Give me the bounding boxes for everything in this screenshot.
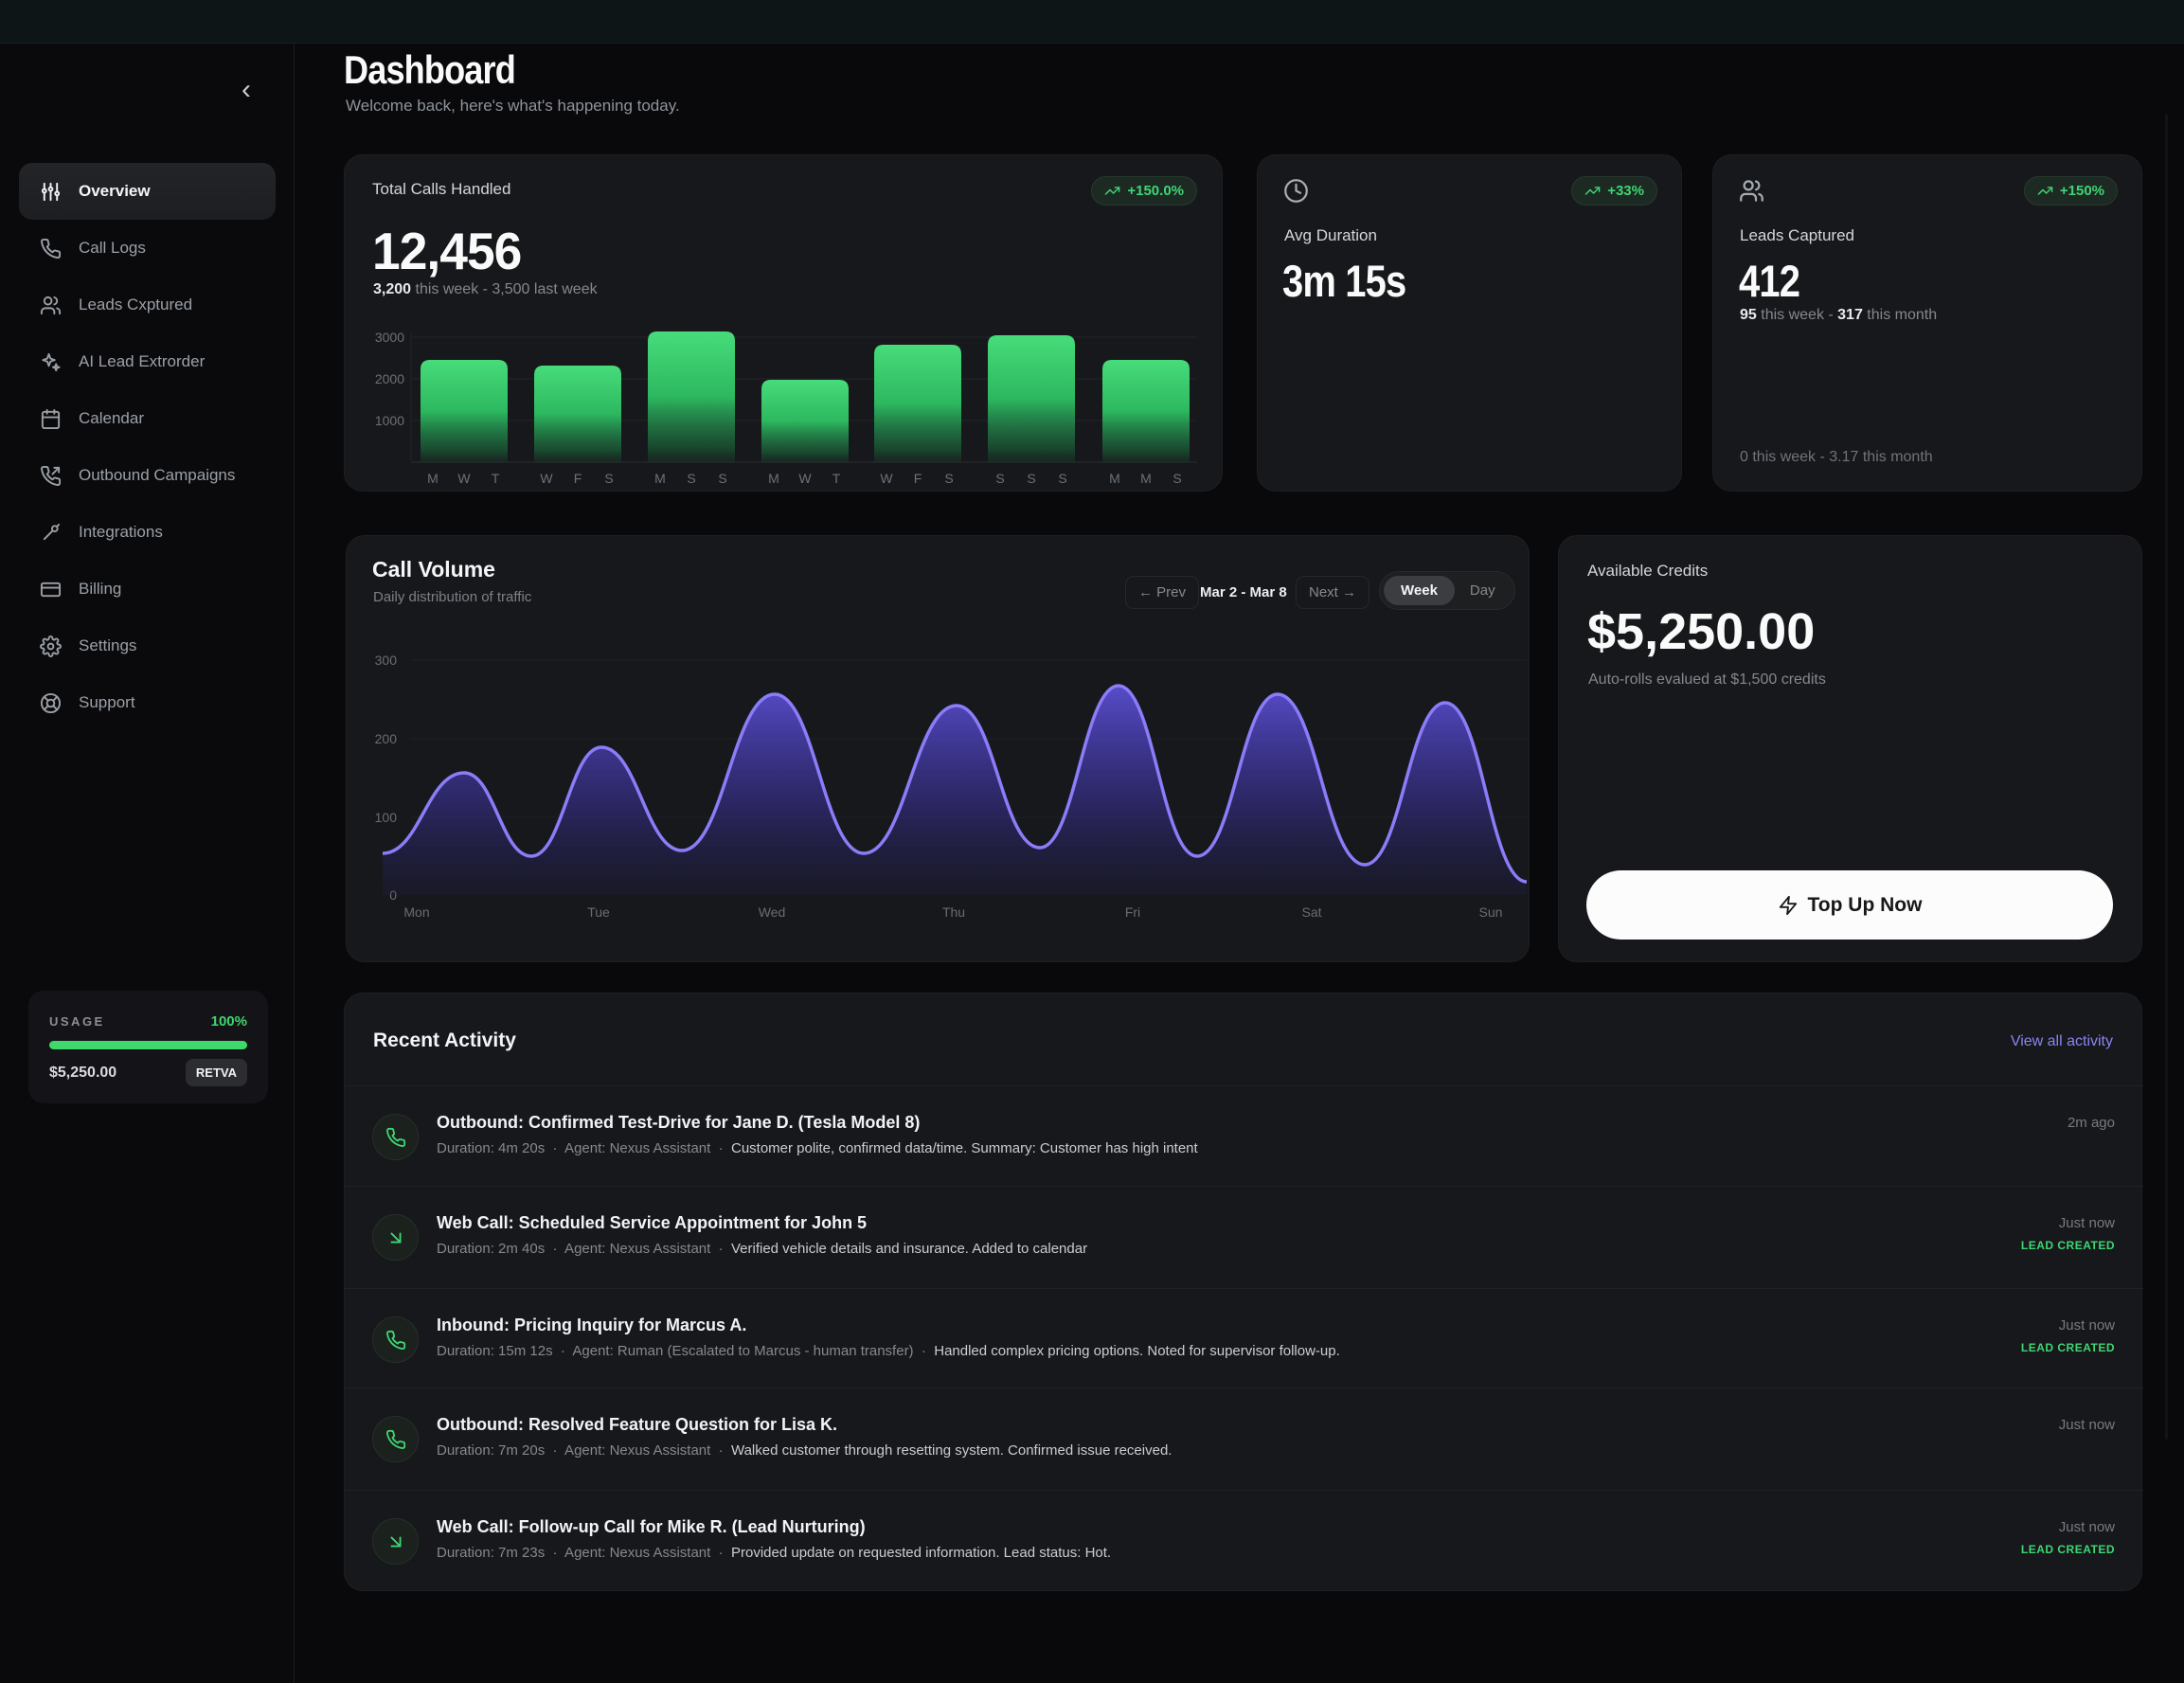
svg-text:F: F — [914, 471, 922, 486]
svg-text:2000: 2000 — [375, 371, 404, 386]
svg-text:W: W — [798, 471, 812, 486]
svg-text:M: M — [427, 471, 439, 486]
svg-text:Tue: Tue — [587, 904, 610, 920]
svg-text:S: S — [1173, 471, 1181, 486]
svg-text:W: W — [880, 471, 893, 486]
svg-text:S: S — [687, 471, 695, 486]
svg-text:M: M — [654, 471, 666, 486]
svg-text:W: W — [457, 471, 471, 486]
svg-text:T: T — [832, 471, 841, 486]
svg-text:Mon: Mon — [403, 904, 429, 920]
svg-text:3000: 3000 — [375, 330, 404, 345]
svg-text:100: 100 — [375, 810, 398, 825]
svg-text:200: 200 — [375, 731, 398, 746]
svg-text:Sun: Sun — [1479, 904, 1503, 920]
svg-text:S: S — [995, 471, 1004, 486]
svg-text:S: S — [604, 471, 613, 486]
svg-text:S: S — [1027, 471, 1035, 486]
svg-text:1000: 1000 — [375, 413, 404, 428]
svg-text:M: M — [768, 471, 779, 486]
svg-text:F: F — [574, 471, 582, 486]
svg-text:W: W — [540, 471, 553, 486]
svg-text:Fri: Fri — [1125, 904, 1140, 920]
svg-text:S: S — [944, 471, 953, 486]
svg-text:S: S — [1058, 471, 1066, 486]
svg-text:M: M — [1140, 471, 1152, 486]
svg-text:T: T — [492, 471, 500, 486]
svg-text:Sat: Sat — [1301, 904, 1321, 920]
svg-text:S: S — [718, 471, 726, 486]
svg-text:Wed: Wed — [759, 904, 786, 920]
svg-text:M: M — [1109, 471, 1120, 486]
svg-text:300: 300 — [375, 653, 398, 668]
svg-text:Thu: Thu — [942, 904, 965, 920]
